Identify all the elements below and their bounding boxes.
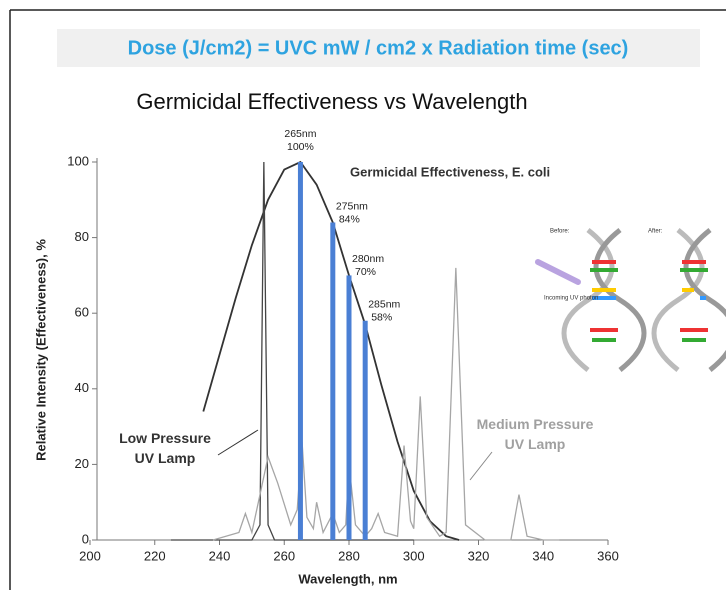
x-tick-label: 280 [338, 548, 360, 563]
banner-box [57, 29, 700, 67]
marker-bar [362, 320, 368, 540]
x-tick-label: 220 [144, 548, 166, 563]
y-tick-label: 40 [75, 380, 89, 395]
x-tick-label: 360 [597, 548, 619, 563]
dna-illustration [535, 228, 726, 372]
annotation-arrow [217, 429, 259, 456]
marker-value-label: 100% [287, 141, 314, 153]
marker-bar [346, 275, 352, 540]
annotation-arrow [469, 451, 493, 481]
chart-title: Germicidal Effectiveness vs Wavelength [136, 89, 527, 114]
y-tick-label: 60 [75, 305, 89, 320]
y-axis-label: Relative Intensity (Effectiveness), % [33, 239, 48, 461]
marker-x-label: 265nm [284, 128, 316, 140]
dna-after: After: [648, 229, 663, 235]
x-tick-label: 340 [532, 548, 554, 563]
y-tick-label: 20 [75, 456, 89, 471]
x-tick-label: 300 [403, 548, 425, 563]
dna-photon-label: Incoming UV photon [544, 296, 598, 302]
y-tick-label: 0 [82, 531, 89, 546]
marker-bar [297, 162, 303, 540]
x-tick-label: 240 [209, 548, 231, 563]
y-tick-label: 100 [67, 153, 89, 168]
marker-x-label: 285nm [368, 299, 400, 311]
marker-x-label: 280nm [352, 253, 384, 265]
x-tick-label: 320 [468, 548, 490, 563]
series-label: Germicidal Effectiveness, E. coli [350, 164, 550, 179]
marker-x-label: 275nm [336, 200, 368, 212]
series-line [170, 161, 414, 541]
dna-before: Before: [550, 229, 570, 235]
banner: Dose (J/cm2) = UVC mW / cm2 x Radiation … [128, 37, 629, 59]
marker-value-label: 70% [355, 266, 376, 278]
y-tick-label: 80 [75, 229, 89, 244]
marker-bar [330, 222, 336, 541]
x-axis-label: Wavelength, nm [298, 571, 397, 586]
x-tick-label: 200 [79, 548, 101, 563]
marker-value-label: 58% [371, 312, 392, 324]
series-label: Medium Pressure UV Lamp [476, 416, 594, 452]
x-tick-label: 260 [273, 548, 295, 563]
marker-value-label: 84% [339, 213, 360, 225]
series-label: Low Pressure UV Lamp [119, 430, 211, 466]
